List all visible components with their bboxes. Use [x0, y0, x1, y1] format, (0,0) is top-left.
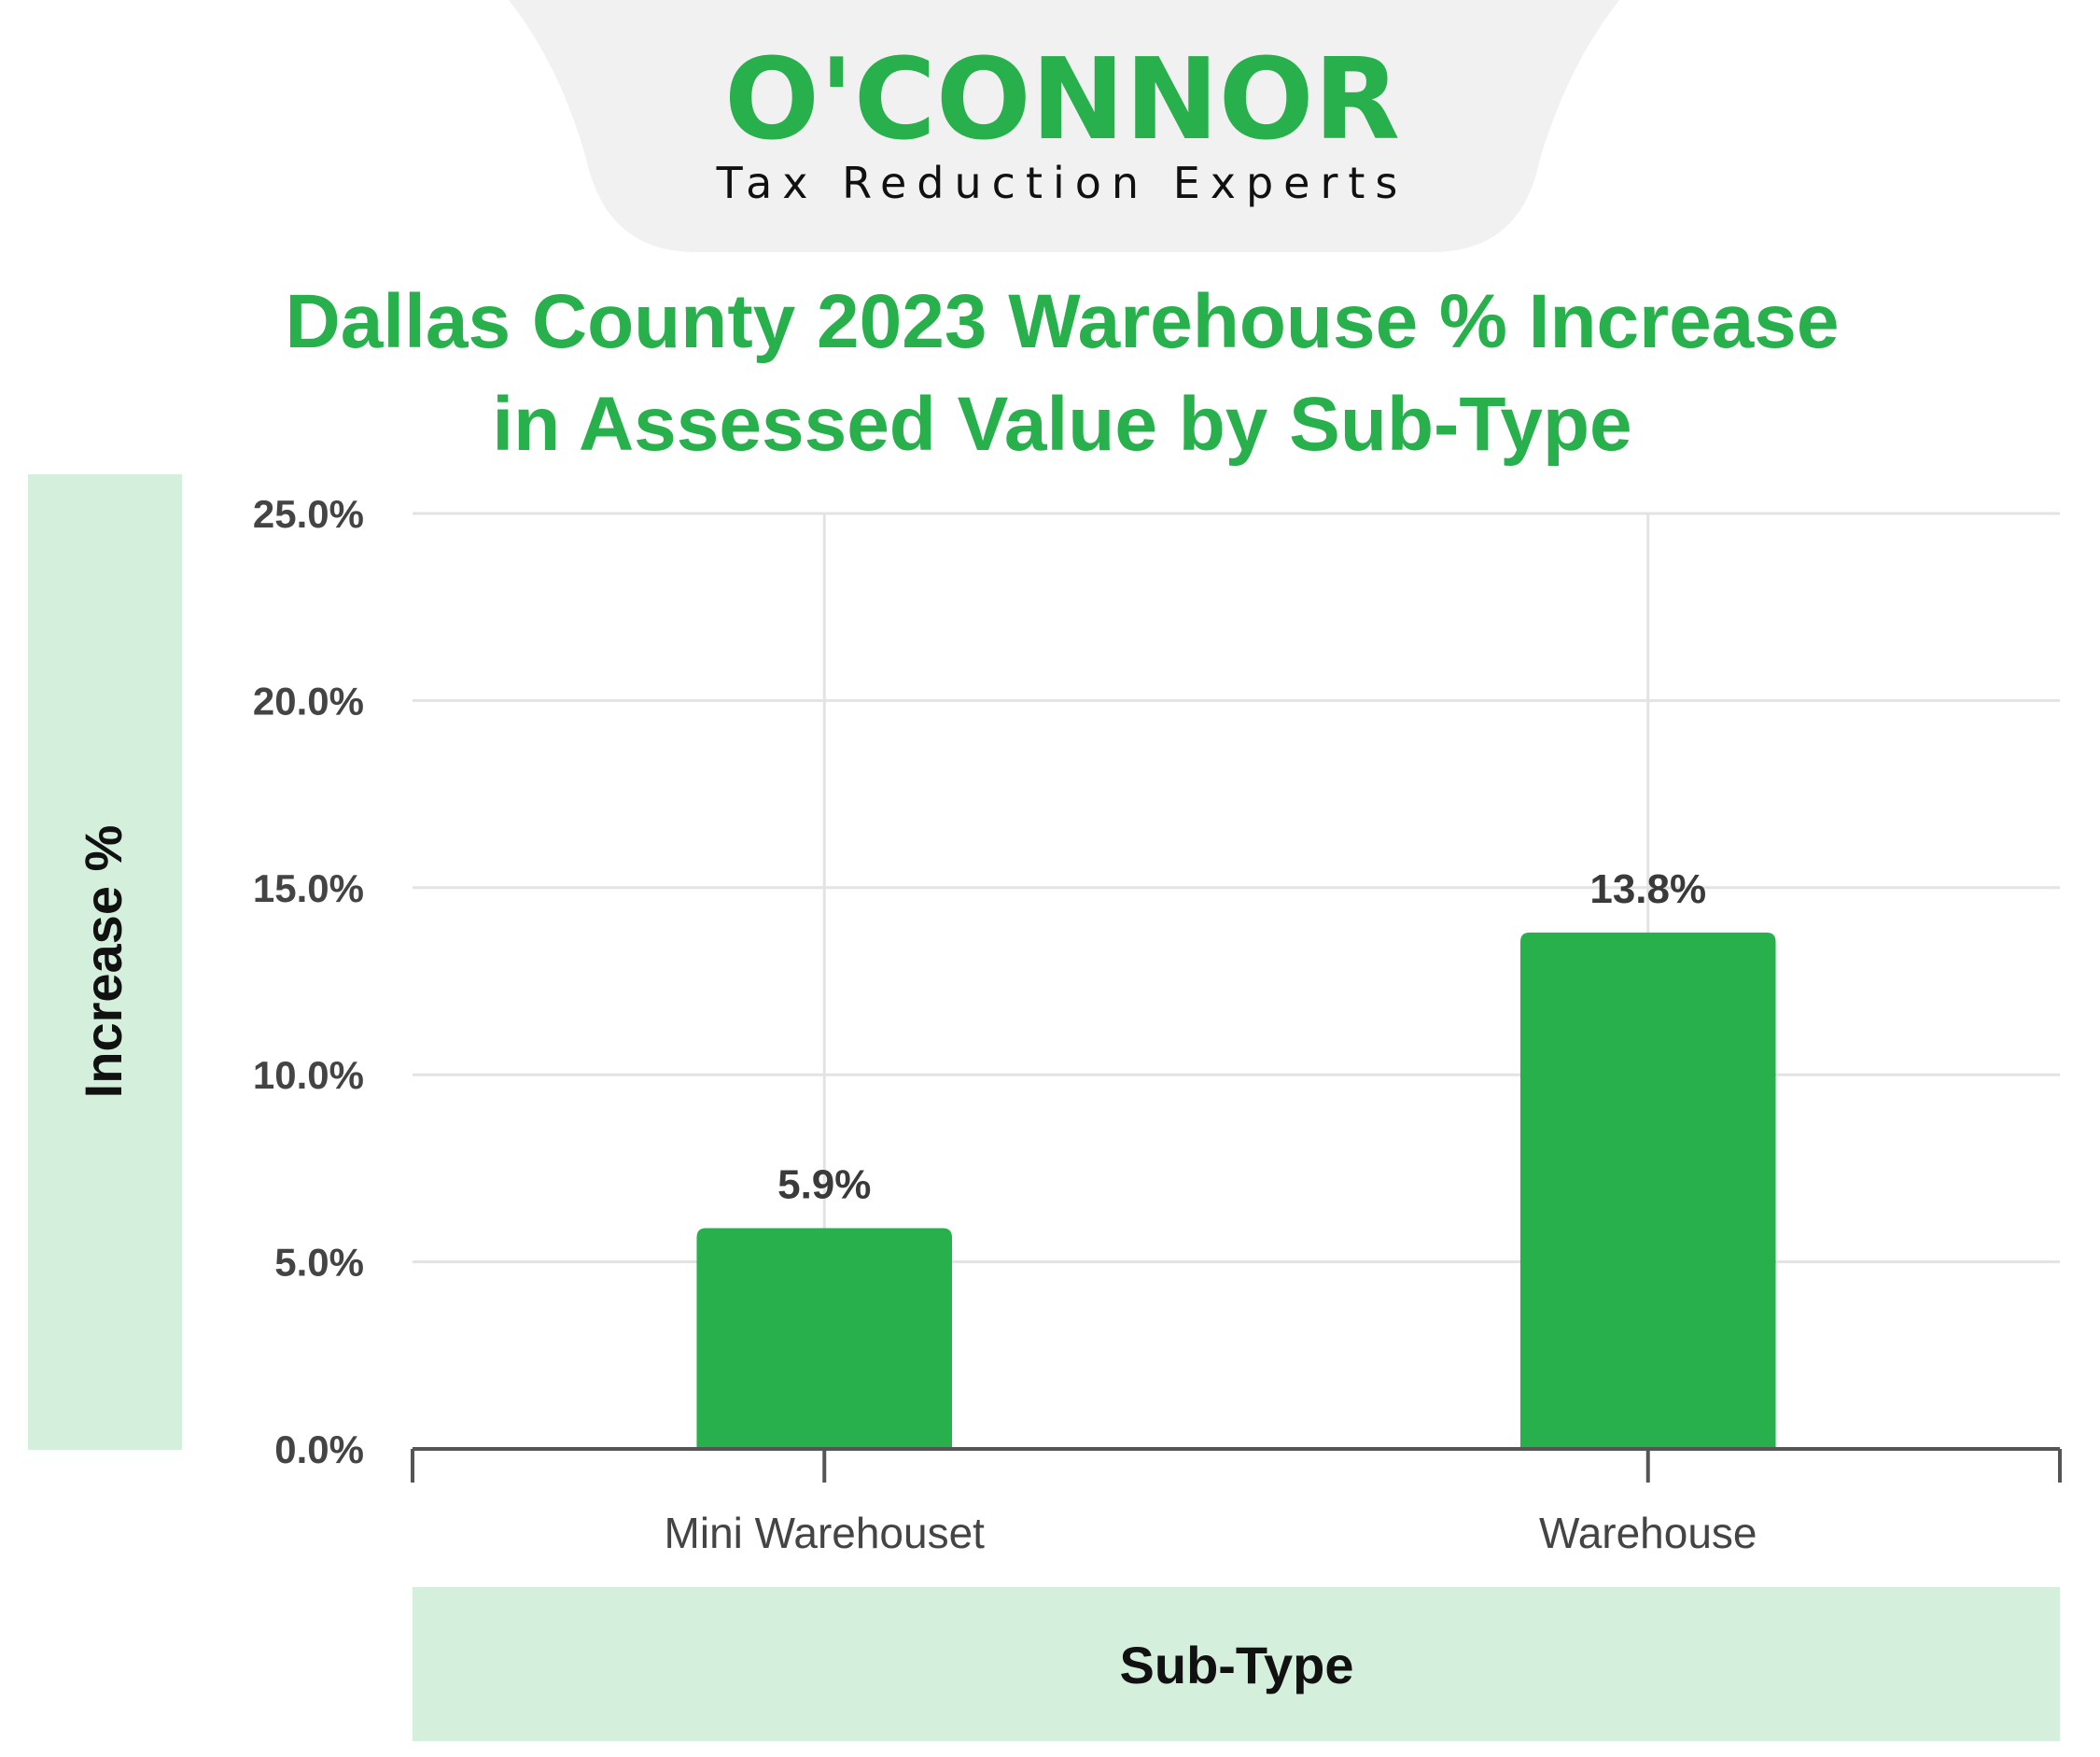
y-tick-label: 0.0%	[274, 1427, 364, 1471]
y-tick-label: 15.0%	[253, 866, 364, 910]
grid-lines	[413, 512, 2060, 1449]
logo-backdrop	[509, 0, 1619, 252]
bars	[696, 932, 1776, 1449]
brand-logo-wordmark: O'CONNOR	[724, 35, 1400, 165]
bar	[1519, 932, 1776, 1449]
y-axis-title: Increase %	[74, 825, 133, 1099]
labels: 0.0% 5.0% 10.0% 15.0% 20.0% 25.0% 5.9% Mini War…	[253, 492, 1757, 1557]
chart-title-line-2: in Assessed Value by Sub-Type	[492, 382, 1631, 467]
axes	[411, 1447, 2062, 1483]
chart-title-line-1: Dallas County 2023 Warehouse % Increase	[286, 279, 1840, 364]
brand-tagline: Tax Reduction Experts	[716, 158, 1408, 208]
bar-value-label: 5.9%	[777, 1162, 871, 1208]
x-category-label: Warehouse	[1539, 1509, 1757, 1557]
x-axis-title: Sub-Type	[1120, 1636, 1354, 1694]
bar	[696, 1228, 953, 1449]
y-tick-label: 5.0%	[274, 1241, 364, 1285]
y-tick-label: 20.0%	[253, 679, 364, 723]
x-category-label: Mini Warehouset	[665, 1509, 986, 1557]
y-axis-title-panel	[28, 474, 182, 1450]
y-tick-label: 10.0%	[253, 1053, 364, 1097]
y-tick-label: 25.0%	[253, 492, 364, 536]
x-axis-title-panel	[413, 1587, 2060, 1741]
bar-value-label: 13.8%	[1589, 866, 1706, 912]
